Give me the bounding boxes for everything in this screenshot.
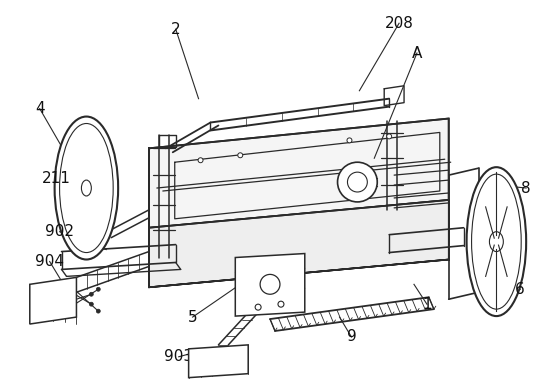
Circle shape	[348, 172, 367, 192]
Text: 4: 4	[35, 101, 45, 116]
Polygon shape	[149, 118, 449, 228]
Ellipse shape	[471, 174, 521, 309]
Circle shape	[260, 274, 280, 294]
Text: 1: 1	[422, 297, 432, 312]
Circle shape	[96, 309, 100, 313]
Text: A: A	[412, 46, 422, 61]
Ellipse shape	[59, 123, 113, 252]
Text: 9: 9	[346, 329, 356, 344]
Circle shape	[89, 292, 94, 296]
Circle shape	[387, 134, 392, 139]
Circle shape	[89, 302, 94, 306]
Text: 2: 2	[171, 22, 180, 37]
Text: 904: 904	[35, 254, 64, 269]
Text: 208: 208	[384, 16, 414, 31]
Polygon shape	[189, 345, 248, 378]
Ellipse shape	[466, 167, 526, 316]
Circle shape	[347, 138, 352, 143]
Circle shape	[238, 153, 243, 158]
Ellipse shape	[81, 180, 91, 196]
Ellipse shape	[54, 116, 118, 260]
Circle shape	[338, 162, 377, 202]
Text: 903: 903	[164, 349, 193, 364]
Text: 902: 902	[45, 224, 74, 239]
Text: 8: 8	[521, 180, 531, 196]
Circle shape	[96, 287, 100, 291]
Text: 6: 6	[515, 282, 525, 297]
Circle shape	[255, 304, 261, 310]
Text: 211: 211	[42, 170, 71, 186]
Circle shape	[198, 158, 203, 163]
Text: 5: 5	[188, 309, 197, 324]
Polygon shape	[30, 277, 76, 324]
Circle shape	[278, 301, 284, 307]
Polygon shape	[235, 254, 305, 316]
Polygon shape	[149, 200, 449, 287]
Ellipse shape	[490, 232, 503, 252]
